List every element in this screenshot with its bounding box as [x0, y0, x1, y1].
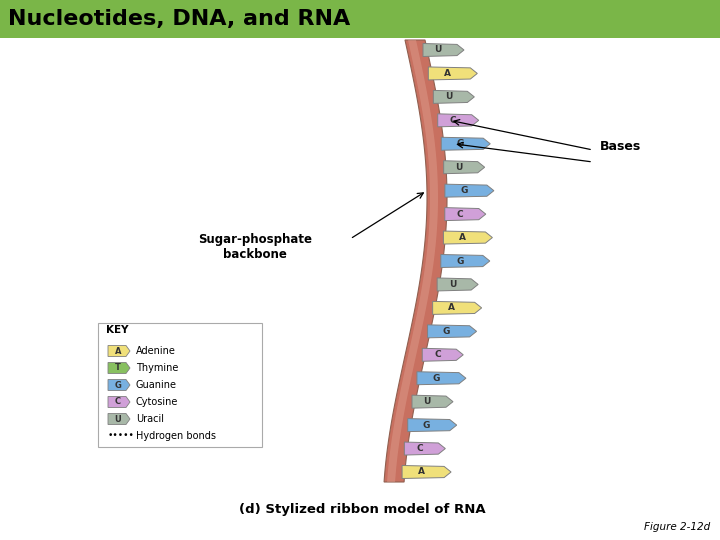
Text: G: G [423, 421, 431, 430]
Polygon shape [428, 325, 477, 338]
Text: •••••: ••••• [108, 431, 135, 441]
Text: U: U [455, 163, 463, 172]
Polygon shape [408, 418, 456, 431]
Polygon shape [108, 396, 130, 408]
Text: A: A [418, 468, 425, 476]
Polygon shape [108, 414, 130, 424]
Polygon shape [428, 67, 477, 80]
Text: G: G [456, 139, 464, 148]
Text: Guanine: Guanine [136, 380, 177, 390]
Text: C: C [450, 116, 456, 125]
Text: A: A [448, 303, 455, 312]
Text: Uracil: Uracil [136, 414, 164, 424]
Polygon shape [405, 442, 446, 455]
Text: Figure 2-12d: Figure 2-12d [644, 522, 710, 532]
Polygon shape [444, 231, 492, 244]
Polygon shape [441, 137, 490, 150]
Polygon shape [422, 348, 463, 361]
Text: Hydrogen bonds: Hydrogen bonds [136, 431, 216, 441]
Text: T: T [115, 363, 121, 373]
Text: C: C [456, 210, 464, 219]
Text: U: U [114, 415, 122, 423]
Text: Cytosine: Cytosine [136, 397, 179, 407]
Polygon shape [108, 362, 130, 374]
Text: C: C [434, 350, 441, 359]
Bar [0, 0, 720, 38]
Polygon shape [387, 40, 438, 482]
Text: Adenine: Adenine [136, 346, 176, 356]
Text: G: G [443, 327, 450, 336]
Polygon shape [402, 465, 451, 478]
Text: U: U [435, 45, 442, 55]
Text: U: U [423, 397, 431, 406]
Text: U: U [445, 92, 452, 102]
Text: G: G [432, 374, 439, 383]
Polygon shape [433, 301, 482, 314]
Polygon shape [438, 114, 479, 127]
Text: KEY: KEY [106, 325, 128, 335]
Text: (d) Stylized ribbon model of RNA: (d) Stylized ribbon model of RNA [239, 503, 485, 516]
Text: G: G [460, 186, 467, 195]
FancyBboxPatch shape [98, 323, 262, 447]
Polygon shape [384, 40, 447, 482]
Polygon shape [423, 44, 464, 57]
Text: Thymine: Thymine [136, 363, 179, 373]
Text: G: G [114, 381, 122, 389]
Text: C: C [115, 397, 121, 407]
Polygon shape [444, 161, 485, 174]
Polygon shape [108, 346, 130, 356]
Text: A: A [444, 69, 451, 78]
Polygon shape [108, 380, 130, 390]
Text: A: A [459, 233, 466, 242]
Text: U: U [449, 280, 456, 289]
Text: Nucleotides, DNA, and RNA: Nucleotides, DNA, and RNA [8, 9, 350, 29]
Polygon shape [417, 372, 466, 384]
Polygon shape [441, 254, 490, 267]
Text: C: C [416, 444, 423, 453]
Polygon shape [445, 184, 494, 197]
Polygon shape [437, 278, 478, 291]
Polygon shape [445, 207, 486, 221]
Text: G: G [456, 256, 464, 266]
Polygon shape [412, 395, 453, 408]
Text: A: A [114, 347, 121, 355]
Polygon shape [433, 90, 474, 103]
Text: Sugar-phosphate
backbone: Sugar-phosphate backbone [198, 233, 312, 261]
Text: Bases: Bases [600, 139, 642, 152]
